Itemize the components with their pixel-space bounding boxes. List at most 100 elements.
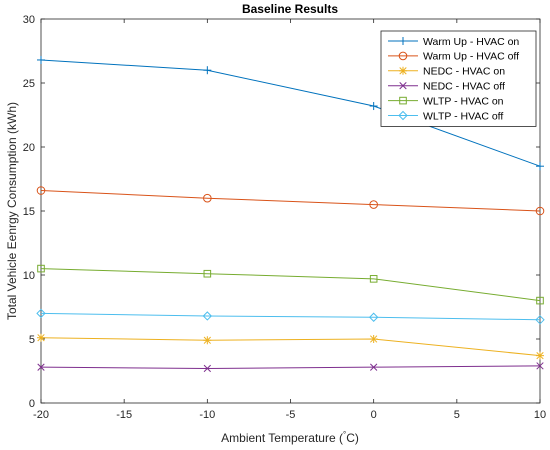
marker-shape <box>368 312 379 322</box>
data-point <box>203 364 211 373</box>
marker-stroke <box>536 362 544 370</box>
y-tick-label: 25 <box>23 78 35 90</box>
data-point <box>369 102 378 111</box>
data-point <box>203 269 212 278</box>
y-tick-label: 5 <box>29 334 35 346</box>
data-point <box>203 193 212 203</box>
legend-box <box>380 30 537 127</box>
data-point <box>37 333 45 342</box>
marker-shape <box>203 193 212 203</box>
marker-shape <box>398 51 408 61</box>
series-line <box>40 59 541 167</box>
legend-item: WLTP - HVAC off <box>388 110 503 122</box>
legend-label: Warm Up - HVAC on <box>423 36 519 48</box>
legend-marker <box>399 96 407 105</box>
x-tick-label: -15 <box>116 409 132 421</box>
legend-item: NEDC - HVAC off <box>388 81 505 93</box>
legend-marker <box>399 37 407 45</box>
data-point <box>37 264 45 273</box>
data-point <box>202 311 213 321</box>
series-line <box>40 312 541 321</box>
data-point <box>536 162 544 171</box>
series-line <box>40 365 541 369</box>
legend: Warm Up - HVAC on Warm Up - HVAC off NEDC … <box>380 30 537 127</box>
marker-shape <box>36 186 46 195</box>
x-tick-label: -10 <box>199 409 215 421</box>
marker-stroke <box>37 363 45 371</box>
y-tick-label: 10 <box>23 270 35 282</box>
data-point <box>535 206 545 216</box>
marker-shape <box>369 275 378 283</box>
marker-stroke <box>370 363 378 371</box>
y-tick-label: 15 <box>23 206 35 218</box>
x-tick-label: -5 <box>286 409 296 421</box>
legend-marker <box>399 66 407 75</box>
marker-shape <box>37 264 45 273</box>
marker-shape <box>536 296 544 305</box>
series-5 <box>36 308 545 325</box>
marker-stroke <box>203 336 211 344</box>
legend-item: NEDC - HVAC on <box>388 66 505 78</box>
marker-stroke <box>536 351 544 360</box>
y-tick-label: 0 <box>29 398 35 410</box>
data-point <box>535 315 545 325</box>
x-tick-label: 5 <box>454 409 460 421</box>
y-tick-label: 20 <box>23 142 35 154</box>
y-tick-label: 30 <box>23 14 35 26</box>
data-point <box>203 336 212 345</box>
data-point <box>36 186 46 195</box>
legend-label: WLTP - HVAC on <box>423 95 504 107</box>
data-point <box>37 55 45 64</box>
marker-stroke <box>399 82 407 90</box>
data-point <box>369 335 378 343</box>
data-point <box>37 363 45 371</box>
marker-stroke <box>399 67 407 75</box>
legend-item: WLTP - HVAC on <box>388 95 504 107</box>
marker-shape <box>202 311 213 321</box>
legend-label: NEDC - HVAC off <box>423 81 505 93</box>
x-tick-label: -20 <box>33 409 49 421</box>
data-point <box>36 308 46 319</box>
legend-label: Warm Up - HVAC off <box>423 51 519 63</box>
legend-label: WLTP - HVAC off <box>423 110 503 122</box>
legend-label: NEDC - HVAC on <box>423 66 505 78</box>
x-axis-label-degree: ° <box>343 430 346 439</box>
series-2 <box>37 333 544 360</box>
data-point <box>536 362 544 370</box>
marker-shape <box>535 315 545 325</box>
marker-shape <box>535 206 545 216</box>
marker-stroke <box>37 334 45 342</box>
data-point <box>536 351 544 360</box>
series-0 <box>37 55 544 171</box>
data-point <box>368 312 379 322</box>
legend-marker <box>398 110 408 121</box>
x-axis-label-suffix: C) <box>346 431 359 445</box>
data-point <box>369 275 378 283</box>
data-point <box>203 66 212 75</box>
series-line <box>40 268 541 302</box>
marker-stroke <box>370 335 378 343</box>
x-axis-label: Ambient Temperature (°C) <box>221 430 359 445</box>
data-point <box>370 363 378 371</box>
data-point <box>536 296 544 305</box>
series-4 <box>37 264 544 305</box>
marker-shape <box>203 269 212 278</box>
marker-shape <box>36 308 46 319</box>
chart-title: Baseline Results <box>242 2 338 16</box>
legend-item: Warm Up - HVAC on <box>388 36 519 48</box>
marker-shape <box>399 96 407 105</box>
series-1 <box>36 186 545 216</box>
series-line <box>40 190 541 212</box>
x-tick-label: 0 <box>371 409 377 421</box>
legend-marker <box>399 82 407 90</box>
legend-item: Warm Up - HVAC off <box>388 51 519 63</box>
series-line <box>40 337 541 357</box>
marker-stroke <box>203 364 211 373</box>
marker-shape <box>369 200 378 209</box>
data-point <box>369 200 378 209</box>
legend-marker <box>398 51 408 61</box>
x-axis-label-prefix: Ambient Temperature ( <box>221 431 343 445</box>
x-tick-label: 10 <box>534 409 546 421</box>
